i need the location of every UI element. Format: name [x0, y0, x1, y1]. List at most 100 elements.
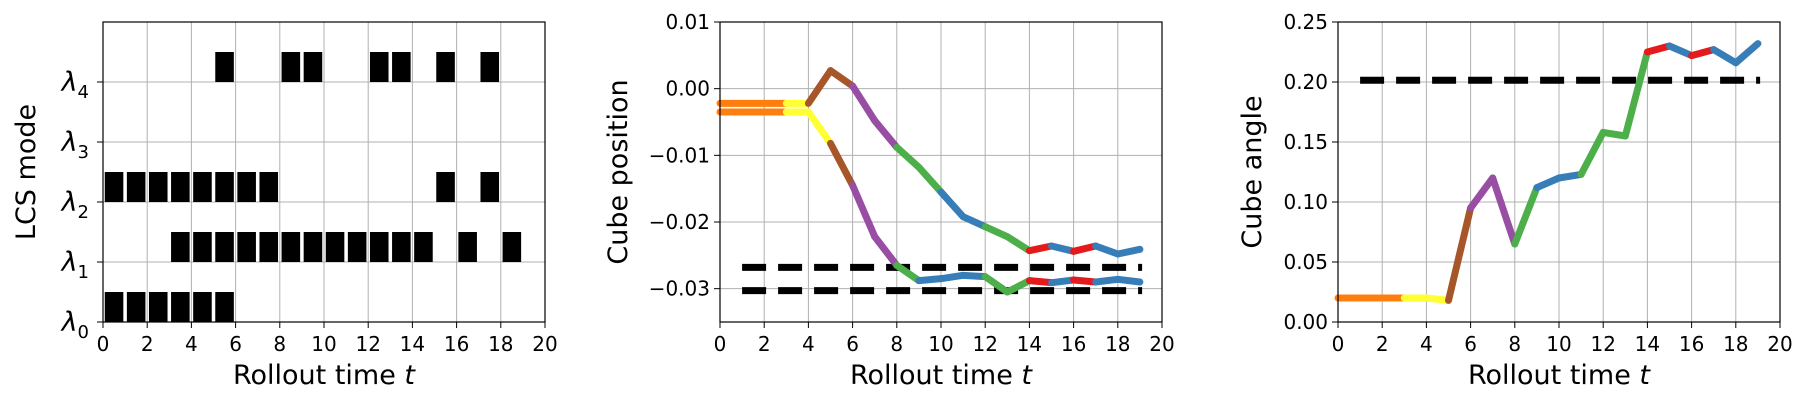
series-segment — [1643, 42, 1673, 56]
y-tick-label: λ1 — [60, 247, 89, 283]
mode-block — [369, 232, 389, 262]
series-segment — [893, 261, 923, 285]
series-point — [1689, 53, 1695, 59]
y-tick-label: λ3 — [60, 127, 89, 163]
y-tick-label: −0.02 — [649, 210, 710, 234]
mode-block — [259, 172, 279, 202]
series-point — [761, 109, 767, 115]
series-segment — [1092, 242, 1122, 258]
x-tick-label: 0 — [97, 332, 110, 356]
y-tick-label-sub: 3 — [78, 142, 89, 163]
x-tick-label: 10 — [1546, 332, 1571, 356]
series-segment — [1688, 46, 1718, 60]
mode-block — [436, 172, 455, 202]
x-tick-label: 6 — [846, 332, 859, 356]
x-tick-label: 20 — [1149, 332, 1174, 356]
series-segment — [937, 188, 967, 221]
series-segment — [804, 108, 834, 147]
y-tick-label: λ0 — [60, 307, 89, 343]
x-tick-label: 6 — [1464, 332, 1477, 356]
x-tick-label: 2 — [758, 332, 771, 356]
series-point — [1711, 47, 1717, 53]
y-tick-label: 0.10 — [1283, 190, 1328, 214]
y-tick-label-sub: 1 — [78, 262, 89, 283]
series-point — [850, 83, 856, 89]
y-tick-label-base: λ — [60, 307, 78, 338]
cube-angle-chart: 0 2 4 6 8 10 12 14 16 18 20 Rollout time t 0.00 0.05 0… — [1237, 10, 1793, 391]
x-tick-label: 4 — [185, 332, 198, 356]
y-tick-label-base: λ — [60, 247, 78, 278]
mode-block — [104, 292, 124, 322]
mode-block — [215, 172, 234, 202]
x-tick-label: 16 — [444, 332, 469, 356]
series-point — [1644, 49, 1650, 55]
series-segment — [1489, 174, 1519, 248]
series-point — [1733, 60, 1739, 66]
series-point — [783, 109, 789, 115]
series-point — [1401, 295, 1407, 301]
series-segment — [981, 273, 1011, 296]
series-point — [1115, 251, 1121, 257]
x-axis-label-text: Rollout time — [1468, 360, 1639, 391]
series-point — [894, 144, 900, 150]
x-axis-label: Rollout time t — [1468, 360, 1651, 391]
x-tick-label: 20 — [1767, 332, 1792, 356]
mode-block — [104, 172, 124, 202]
mode-block — [281, 52, 301, 82]
series-segment — [849, 181, 879, 241]
series-point — [1512, 241, 1518, 247]
y-axis-label: Cube angle — [1237, 95, 1268, 248]
series-point — [1004, 289, 1010, 295]
series-point — [783, 100, 789, 106]
x-tick-label: 20 — [532, 332, 557, 356]
series-point — [1071, 277, 1077, 283]
y-tick-label: 0.25 — [1283, 10, 1328, 34]
y-tick-label-sub: 0 — [78, 322, 89, 343]
mode-block — [215, 232, 234, 262]
x-axis-label-text: Rollout time — [850, 360, 1021, 391]
y-tick-label: 0.01 — [665, 10, 710, 34]
y-tick-label: 0.00 — [1283, 310, 1328, 334]
series-point — [828, 140, 833, 146]
series-point — [828, 68, 833, 74]
series-point — [1093, 279, 1099, 285]
series-point — [1115, 276, 1121, 282]
series-segment — [1025, 277, 1055, 287]
series-segment — [1467, 174, 1497, 212]
y-tick-label: −0.01 — [649, 143, 710, 167]
series-segment — [849, 82, 879, 125]
x-tick-label: 18 — [1105, 332, 1130, 356]
series-point — [1446, 297, 1451, 303]
series-segment — [1732, 40, 1762, 67]
series-segment — [915, 275, 945, 285]
x-tick-label: 16 — [1061, 332, 1086, 356]
series-point — [805, 109, 811, 115]
series-point — [938, 189, 944, 195]
plot-frame — [1337, 21, 1781, 323]
series-segment — [959, 213, 989, 231]
mode-block — [171, 292, 190, 322]
y-tick-label-base: λ — [60, 127, 78, 158]
y-tick-label: 0.05 — [1283, 250, 1328, 274]
mode-block — [303, 52, 323, 82]
y-tick-label: −0.03 — [649, 277, 710, 301]
series-point — [872, 118, 878, 124]
x-tick-label: 4 — [802, 332, 815, 356]
x-tick-label: 16 — [1679, 332, 1704, 356]
series-point — [761, 100, 767, 106]
series-segment — [1048, 242, 1078, 255]
series-point — [1357, 295, 1363, 301]
series-point — [1026, 278, 1032, 284]
y-tick-label-sub: 2 — [78, 202, 89, 223]
x-axis-label-var: t — [404, 360, 416, 391]
mode-block — [347, 232, 367, 262]
series-segment — [1048, 276, 1078, 287]
mode-block — [193, 292, 212, 322]
x-axis-label: Rollout time t — [233, 360, 416, 391]
series-point — [1004, 234, 1010, 240]
mode-block — [414, 232, 433, 262]
mode-block — [193, 172, 212, 202]
y-axis-label: Cube position — [603, 79, 634, 264]
series-point — [960, 214, 966, 220]
mode-block — [215, 292, 234, 322]
